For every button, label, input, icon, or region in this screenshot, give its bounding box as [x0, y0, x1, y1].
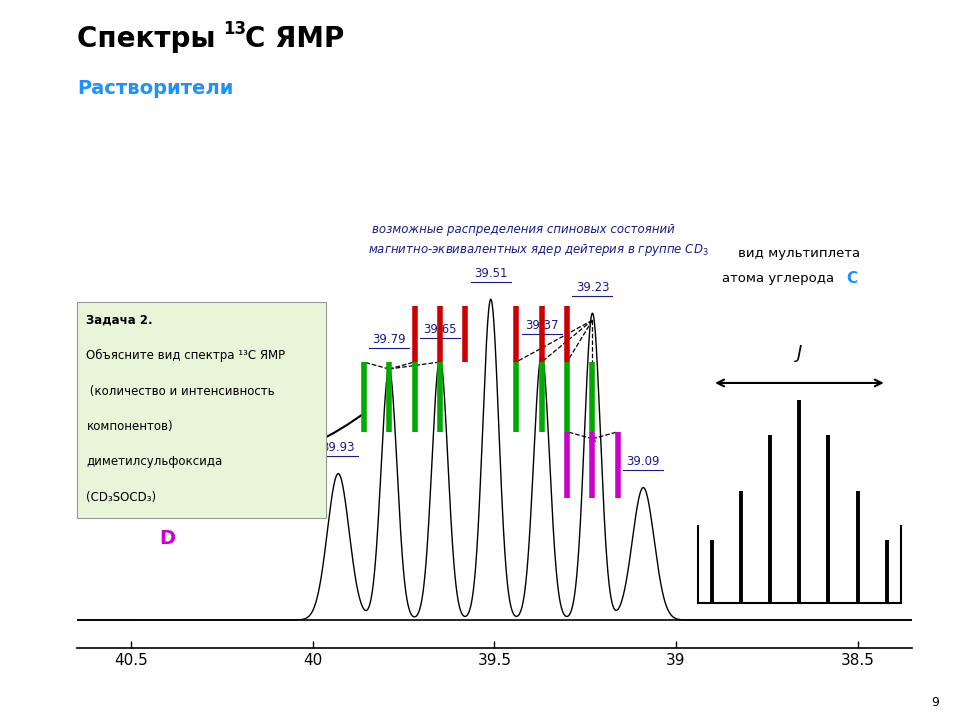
Text: D: D: [159, 529, 176, 549]
Text: J: J: [797, 344, 802, 362]
Text: компонентов): компонентов): [86, 420, 173, 433]
Text: атома углерода: атома углерода: [722, 272, 833, 285]
Text: 39.09: 39.09: [627, 455, 660, 469]
Text: диметилсульфоксида: диметилсульфоксида: [86, 455, 223, 468]
Text: Объясните вид спектра ¹³C ЯМР: Объясните вид спектра ¹³C ЯМР: [86, 349, 285, 362]
Text: (количество и интенсивность: (количество и интенсивность: [86, 384, 275, 397]
Text: 39.65: 39.65: [423, 323, 457, 336]
Text: 39.23: 39.23: [576, 281, 610, 294]
Text: 13: 13: [224, 20, 247, 38]
Text: D: D: [160, 461, 177, 480]
Text: 39.37: 39.37: [525, 320, 559, 333]
Text: Спектры: Спектры: [77, 25, 225, 53]
Text: D: D: [257, 366, 275, 386]
Text: возможные распределения спиновых состояний: возможные распределения спиновых состоян…: [372, 223, 675, 236]
Text: Задача 2.: Задача 2.: [86, 314, 153, 327]
Text: C: C: [233, 464, 248, 483]
Text: магнитно-эквивалентных ядер дейтерия в группе CD$_3$: магнитно-эквивалентных ядер дейтерия в г…: [368, 243, 708, 258]
Text: C: C: [847, 271, 858, 286]
Text: вид мультиплета: вид мультиплета: [738, 248, 860, 261]
Text: 39.79: 39.79: [372, 333, 406, 346]
Text: 39.93: 39.93: [322, 441, 355, 454]
Text: C ЯМР: C ЯМР: [245, 25, 344, 53]
Text: 9: 9: [931, 696, 939, 709]
Text: (CD₃SOCD₃): (CD₃SOCD₃): [86, 490, 156, 503]
Text: Растворители: Растворители: [77, 79, 233, 98]
Text: 39.51: 39.51: [474, 267, 508, 280]
